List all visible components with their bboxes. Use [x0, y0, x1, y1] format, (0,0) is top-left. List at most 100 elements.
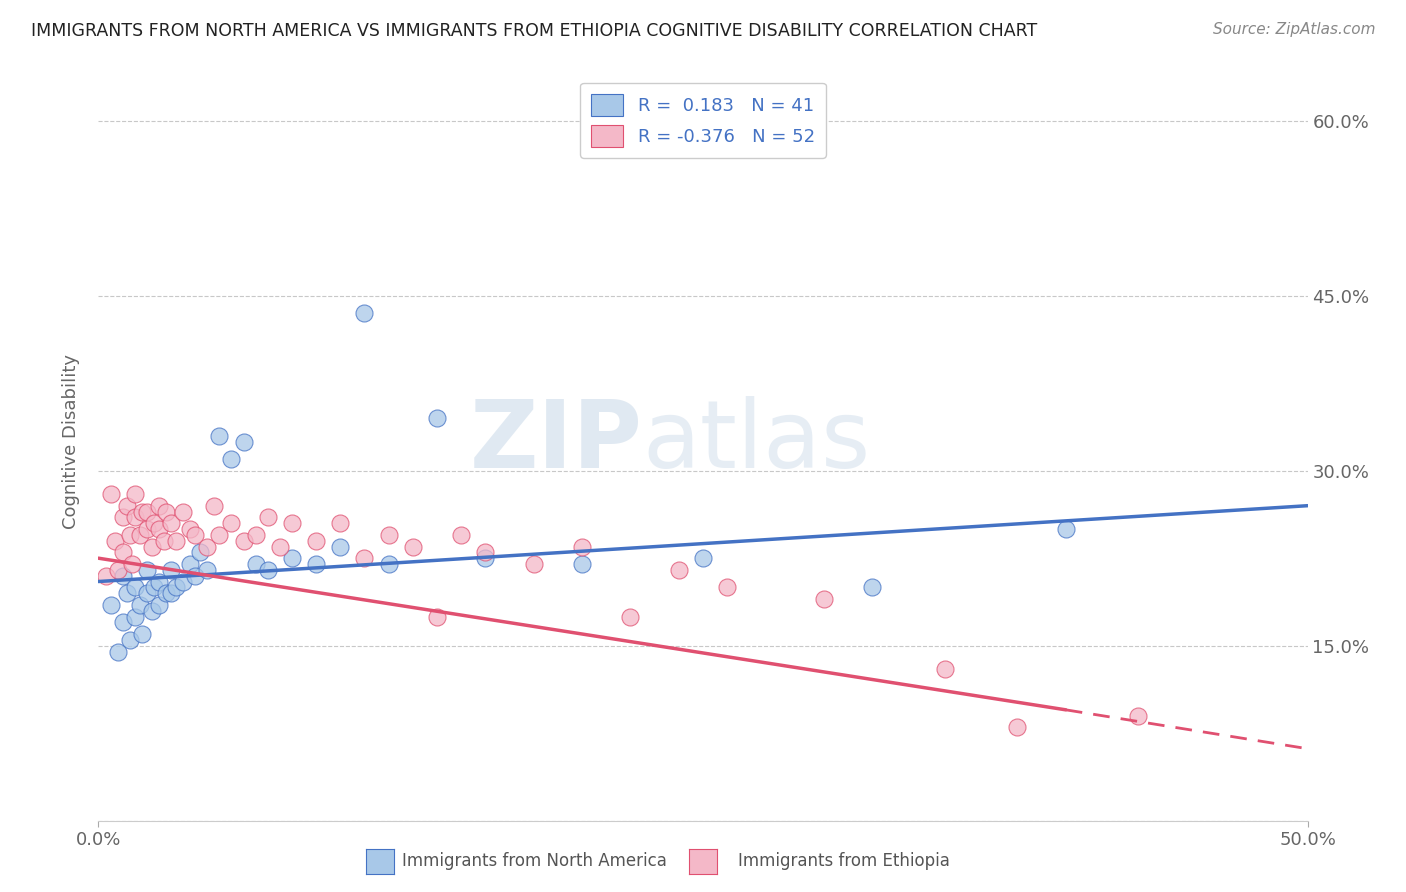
Point	[377, 528, 399, 542]
Text: Source: ZipAtlas.com: Source: ZipAtlas.com	[1212, 22, 1375, 37]
Point	[813, 592, 835, 607]
Point	[256, 563, 278, 577]
Point	[1054, 522, 1077, 536]
Point	[131, 627, 153, 641]
Point	[111, 568, 134, 582]
Point	[208, 528, 231, 542]
Point	[117, 586, 139, 600]
Point	[860, 580, 883, 594]
Point	[221, 452, 243, 467]
Point	[128, 528, 150, 542]
Point	[281, 516, 304, 531]
Point	[135, 504, 157, 518]
Point	[117, 499, 139, 513]
Point	[155, 586, 177, 600]
Point	[195, 563, 218, 577]
Point	[377, 557, 399, 571]
Y-axis label: Cognitive Disability: Cognitive Disability	[62, 354, 80, 529]
Point	[107, 563, 129, 577]
Point	[124, 609, 146, 624]
Point	[124, 487, 146, 501]
Point	[179, 522, 201, 536]
Point	[131, 504, 153, 518]
Point	[118, 528, 141, 542]
Point	[179, 557, 201, 571]
Point	[934, 662, 956, 676]
Point	[172, 504, 194, 518]
Point	[353, 551, 375, 566]
Point	[571, 557, 593, 571]
Point	[135, 522, 157, 536]
Point	[124, 510, 146, 524]
Point	[111, 615, 134, 630]
Point	[329, 540, 352, 554]
Point	[188, 545, 211, 559]
Point	[1128, 708, 1150, 723]
Point	[716, 580, 738, 594]
Point	[148, 522, 170, 536]
Point	[160, 586, 183, 600]
Point	[111, 510, 134, 524]
Point	[160, 516, 183, 531]
Point	[221, 516, 243, 531]
Point	[571, 540, 593, 554]
Point	[245, 557, 267, 571]
Point	[208, 428, 231, 442]
Point	[184, 568, 207, 582]
Text: Immigrants from Ethiopia: Immigrants from Ethiopia	[738, 852, 949, 870]
Point	[100, 598, 122, 612]
Point	[121, 557, 143, 571]
Point	[269, 540, 291, 554]
Point	[426, 609, 449, 624]
Point	[104, 533, 127, 548]
Point	[94, 568, 117, 582]
Point	[204, 499, 226, 513]
Point	[155, 504, 177, 518]
Point	[232, 434, 254, 449]
Point	[450, 528, 472, 542]
Point	[619, 609, 641, 624]
Point	[426, 411, 449, 425]
Point	[128, 598, 150, 612]
Point	[1007, 720, 1029, 734]
Point	[232, 533, 254, 548]
Point	[141, 604, 163, 618]
Point	[143, 580, 166, 594]
Point	[165, 580, 187, 594]
Point	[305, 557, 328, 571]
Point	[148, 499, 170, 513]
Point	[111, 545, 134, 559]
Point	[692, 551, 714, 566]
Point	[256, 510, 278, 524]
Point	[160, 563, 183, 577]
Point	[184, 528, 207, 542]
Point	[329, 516, 352, 531]
Point	[100, 487, 122, 501]
Text: Immigrants from North America: Immigrants from North America	[402, 852, 666, 870]
Point	[668, 563, 690, 577]
Point	[135, 586, 157, 600]
Point	[172, 574, 194, 589]
Point	[152, 533, 174, 548]
Point	[124, 580, 146, 594]
Point	[107, 644, 129, 658]
Point	[474, 551, 496, 566]
Point	[523, 557, 546, 571]
Point	[474, 545, 496, 559]
Point	[148, 574, 170, 589]
Point	[135, 563, 157, 577]
Point	[141, 540, 163, 554]
Text: IMMIGRANTS FROM NORTH AMERICA VS IMMIGRANTS FROM ETHIOPIA COGNITIVE DISABILITY C: IMMIGRANTS FROM NORTH AMERICA VS IMMIGRA…	[31, 22, 1038, 40]
Text: atlas: atlas	[643, 395, 870, 488]
Point	[245, 528, 267, 542]
Point	[353, 306, 375, 320]
Point	[305, 533, 328, 548]
Point	[281, 551, 304, 566]
Point	[143, 516, 166, 531]
Point	[148, 598, 170, 612]
Legend: R =  0.183   N = 41, R = -0.376   N = 52: R = 0.183 N = 41, R = -0.376 N = 52	[581, 83, 825, 158]
Point	[195, 540, 218, 554]
Point	[402, 540, 425, 554]
Text: ZIP: ZIP	[470, 395, 643, 488]
Point	[165, 533, 187, 548]
